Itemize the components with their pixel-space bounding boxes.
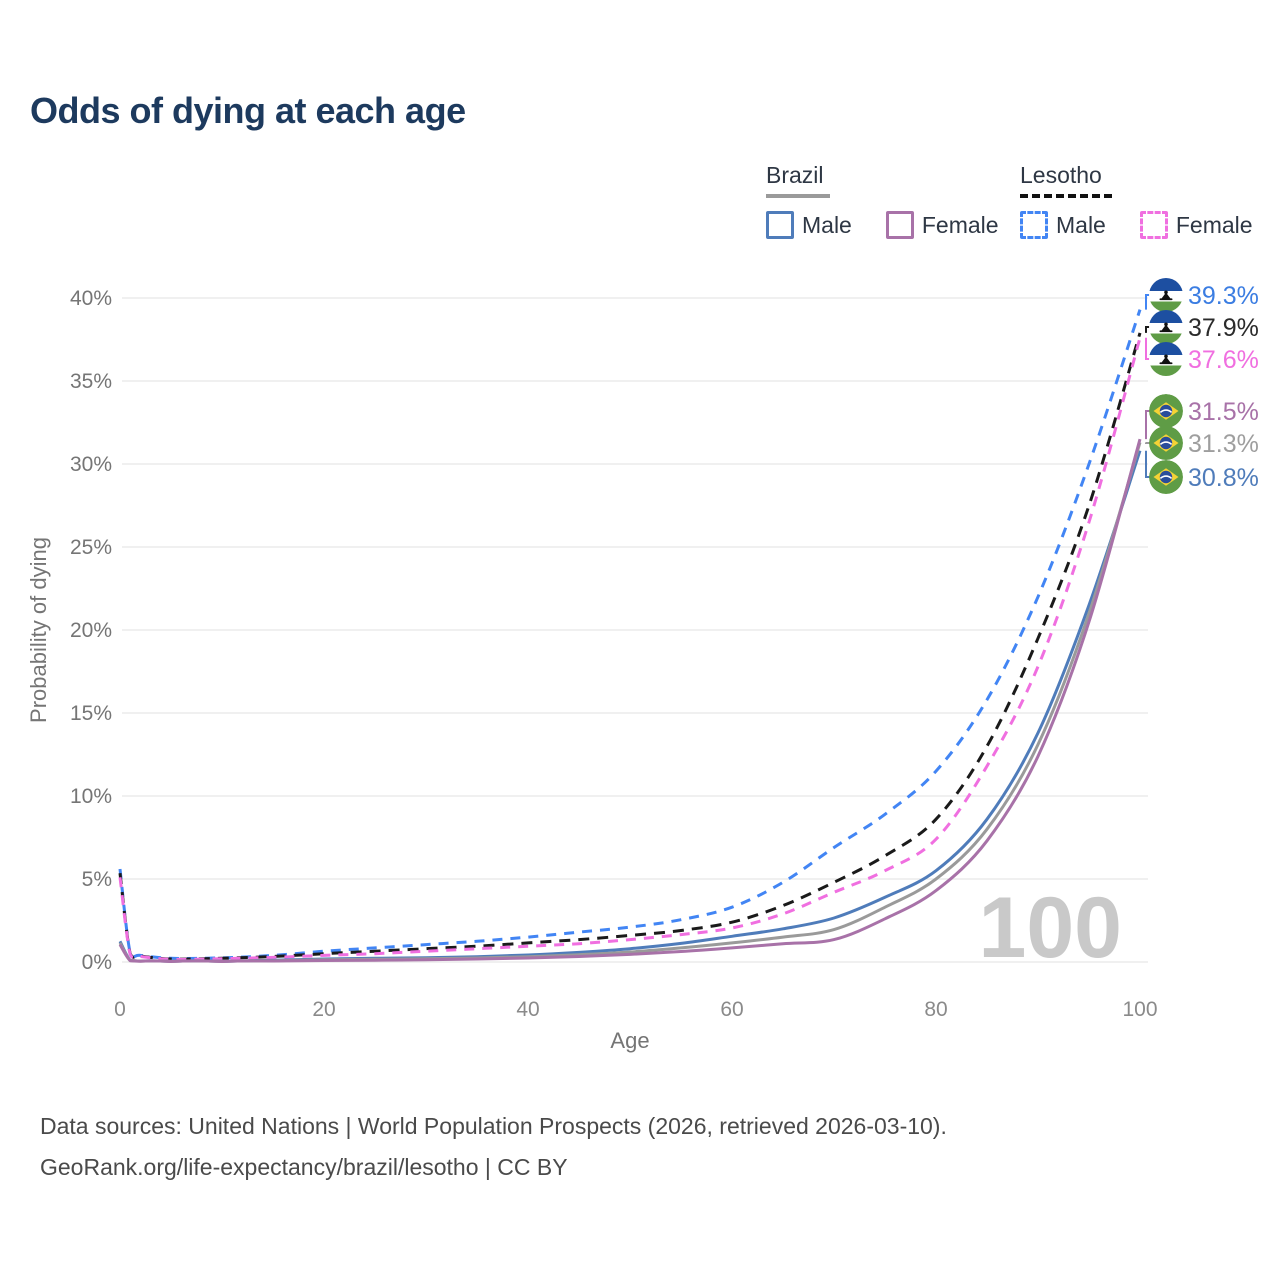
legend-group-lesotho: Lesotho Male Female bbox=[1020, 162, 1253, 239]
series-line-brazil-female bbox=[118, 438, 1142, 964]
y-tick-label: 35% bbox=[70, 370, 112, 393]
lesotho-line-style-swatch bbox=[1020, 194, 1112, 198]
legend-country-lesotho[interactable]: Lesotho bbox=[1020, 162, 1102, 188]
end-value-lesotho-male: 39.3% bbox=[1188, 282, 1259, 310]
lesotho-female-swatch bbox=[1139, 211, 1168, 239]
legend-label: Male bbox=[1056, 211, 1106, 238]
y-tick-label: 40% bbox=[70, 287, 112, 310]
attribution-line: GeoRank.org/life-expectancy/brazil/lesot… bbox=[40, 1154, 568, 1180]
lesotho-male-swatch bbox=[1020, 211, 1048, 239]
page-title: Odds of dying at each age bbox=[30, 90, 466, 131]
y-tick-label: 20% bbox=[70, 619, 112, 642]
series-lines bbox=[118, 309, 1142, 964]
y-tick-label: 25% bbox=[70, 536, 112, 559]
end-value-brazil-female: 31.5% bbox=[1188, 398, 1259, 426]
end-value-brazil-both: 31.3% bbox=[1188, 430, 1259, 458]
end-labels: 39.3% 37.9% 37.6% 30.8% 31.3% 31.5% bbox=[1145, 278, 1259, 494]
series-line-lesotho-male bbox=[118, 309, 1142, 961]
legend-group-brazil: Brazil Male Female bbox=[766, 162, 999, 239]
brazil-female-swatch bbox=[885, 211, 914, 239]
x-axis-title: Age bbox=[610, 1028, 649, 1053]
y-tick-label: 15% bbox=[70, 702, 112, 725]
legend-item-lesotho-female[interactable]: Female bbox=[1139, 211, 1253, 239]
brazil-line-style-swatch bbox=[766, 194, 830, 198]
end-value-lesotho-both: 37.9% bbox=[1188, 314, 1259, 342]
y-axis-title: Probability of dying bbox=[26, 537, 51, 723]
x-tick-label: 100 bbox=[1122, 998, 1157, 1021]
brazil-male-swatch bbox=[766, 211, 794, 239]
series-line-lesotho-female bbox=[118, 337, 1142, 961]
y-tick-label: 30% bbox=[70, 453, 112, 476]
flag-brazil-icon bbox=[1149, 460, 1183, 494]
legend-item-brazil-male[interactable]: Male bbox=[766, 211, 852, 239]
x-tick-label: 60 bbox=[720, 998, 743, 1021]
y-tick-label: 10% bbox=[70, 785, 112, 808]
y-tick-label: 0% bbox=[82, 951, 112, 974]
legend-country-brazil[interactable]: Brazil bbox=[766, 162, 824, 188]
legend-label: Male bbox=[802, 211, 852, 238]
gridlines bbox=[122, 297, 1148, 963]
axis-ticks: 0% 5% 10% 15% 20% 25% 30% 35% 40% 0 20 40 60 80 100 bbox=[70, 287, 1158, 1021]
series-line-lesotho-both bbox=[118, 332, 1142, 961]
legend-label: Female bbox=[921, 211, 999, 238]
footer: Data sources: United Nations | World Pop… bbox=[40, 1106, 947, 1188]
legend-item-lesotho-male[interactable]: Male bbox=[1020, 211, 1106, 239]
legend-item-brazil-female[interactable]: Female bbox=[885, 211, 999, 239]
flag-brazil-icon bbox=[1149, 394, 1183, 428]
end-value-brazil-male: 30.8% bbox=[1188, 464, 1259, 492]
flag-brazil-icon bbox=[1149, 426, 1183, 460]
y-tick-label: 5% bbox=[82, 868, 112, 891]
end-value-lesotho-female: 37.6% bbox=[1188, 346, 1259, 374]
flag-lesotho-icon bbox=[1149, 342, 1183, 376]
x-tick-label: 20 bbox=[312, 998, 335, 1021]
legend-label: Female bbox=[1175, 211, 1253, 238]
age-watermark: 100 bbox=[979, 880, 1123, 976]
x-tick-label: 80 bbox=[924, 998, 947, 1021]
data-sources-line: Data sources: United Nations | World Pop… bbox=[40, 1113, 947, 1139]
x-tick-label: 0 bbox=[114, 998, 126, 1021]
flag-lesotho-icon bbox=[1149, 278, 1183, 312]
flag-lesotho-icon bbox=[1149, 310, 1183, 344]
x-tick-label: 40 bbox=[516, 998, 539, 1021]
